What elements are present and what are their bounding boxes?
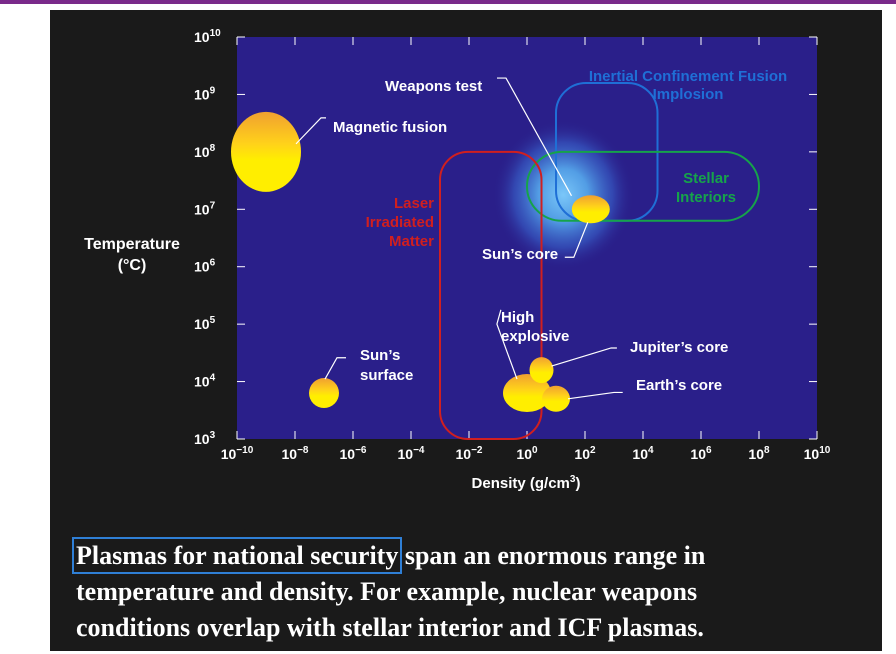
y-tick-label: 107 <box>194 200 216 217</box>
x-axis-label-sup: 3 <box>569 474 576 485</box>
annotation-labels: Magnetic fusion Weapons test Inertial Conf… <box>333 68 787 394</box>
suns-core-point <box>571 195 610 224</box>
x-tick-label: 100 <box>516 445 538 462</box>
x-tick-label: 10−6 <box>340 445 367 462</box>
high-explosive-point <box>503 374 551 413</box>
stellar-region <box>526 150 760 222</box>
regions <box>439 81 760 440</box>
magnetic-fusion-leader <box>295 117 326 145</box>
magnetic-fusion-point <box>231 111 301 192</box>
x-tick-label: 10−8 <box>282 445 309 462</box>
axis-ticks <box>236 36 818 440</box>
weapons-test-label: Weapons test <box>385 78 482 95</box>
earths-core-leader <box>567 391 623 400</box>
x-axis-label-main: Density (g/cm <box>471 475 570 492</box>
weapons-test-glow <box>492 119 634 270</box>
top-rule <box>0 0 896 4</box>
stellar-label-line2: Interiors <box>676 189 736 206</box>
x-tick-label: 104 <box>632 445 654 462</box>
jupiters-core-point <box>529 357 554 384</box>
caption-line2: temperature and density. For example, nu… <box>76 577 698 606</box>
x-tick-label: 108 <box>748 445 770 462</box>
laser-label-line2: Irradiated <box>366 214 434 231</box>
tick-labels: 10−10 10−8 10−6 10−4 10−2 100 102 104 106 108 1010… <box>194 28 831 462</box>
suns-surface-label-line1: Sun’s <box>360 347 400 364</box>
stellar-label-line1: Stellar <box>683 170 729 187</box>
leader-lines <box>295 77 623 400</box>
slide-caption: Plasmas for national security span an en… <box>71 537 876 646</box>
y-tick-label: 109 <box>194 85 216 102</box>
x-tick-label: 102 <box>574 445 596 462</box>
weapons-test-leader <box>497 77 573 197</box>
x-tick-label: 106 <box>690 445 712 462</box>
y-tick-label: 106 <box>194 258 216 275</box>
y-tick-label: 103 <box>194 430 216 447</box>
y-axis-label-line2: (°C) <box>117 257 147 274</box>
x-tick-label: 10−4 <box>398 445 425 462</box>
laser-region <box>439 150 543 440</box>
suns-surface-leader <box>324 357 346 380</box>
icf-label-line2: Implosion <box>653 86 724 103</box>
x-axis-label: Density (g/cm3) <box>416 474 636 492</box>
caption-line1: Plasmas for national security span an en… <box>71 537 876 574</box>
magnetic-fusion-label: Magnetic fusion <box>333 119 447 136</box>
suns-surface-label-line2: surface <box>360 367 413 384</box>
x-tick-label: 10−2 <box>456 445 483 462</box>
laser-label-line1: Laser <box>394 195 434 212</box>
caption-line3: conditions overlap with stellar interior… <box>76 613 704 642</box>
suns-surface-point <box>309 378 339 409</box>
caption-highlight: Plasmas for national security <box>71 537 403 574</box>
high-explosive-leader <box>496 309 518 380</box>
jupiters-core-label: Jupiter’s core <box>630 339 728 356</box>
high-explosive-label-line2: explosive <box>501 328 569 345</box>
y-tick-label: 105 <box>194 315 216 332</box>
high-explosive-label-line1: High <box>501 309 534 326</box>
y-axis-label: Temperature (°C) <box>70 234 194 276</box>
jupiters-core-leader <box>551 347 617 367</box>
x-tick-label: 1010 <box>804 445 831 462</box>
y-tick-label: 1010 <box>194 28 221 45</box>
y-tick-label: 104 <box>194 373 216 390</box>
icf-label-line1: Inertial Confinement Fusion <box>589 68 787 85</box>
x-axis-label-end: ) <box>575 475 581 492</box>
suns-core-label: Sun’s core <box>482 246 558 263</box>
laser-label-line3: Matter <box>389 233 434 250</box>
earths-core-point <box>542 385 570 412</box>
earths-core-label: Earth’s core <box>636 377 722 394</box>
y-tick-label: 108 <box>194 143 216 160</box>
data-points <box>231 111 610 413</box>
caption-line1-rest: span an enormous range in <box>398 541 706 570</box>
x-tick-label: 10−10 <box>221 445 254 462</box>
suns-core-leader <box>564 222 589 258</box>
weapons-glow <box>492 119 634 270</box>
y-axis-label-line1: Temperature <box>84 236 180 253</box>
